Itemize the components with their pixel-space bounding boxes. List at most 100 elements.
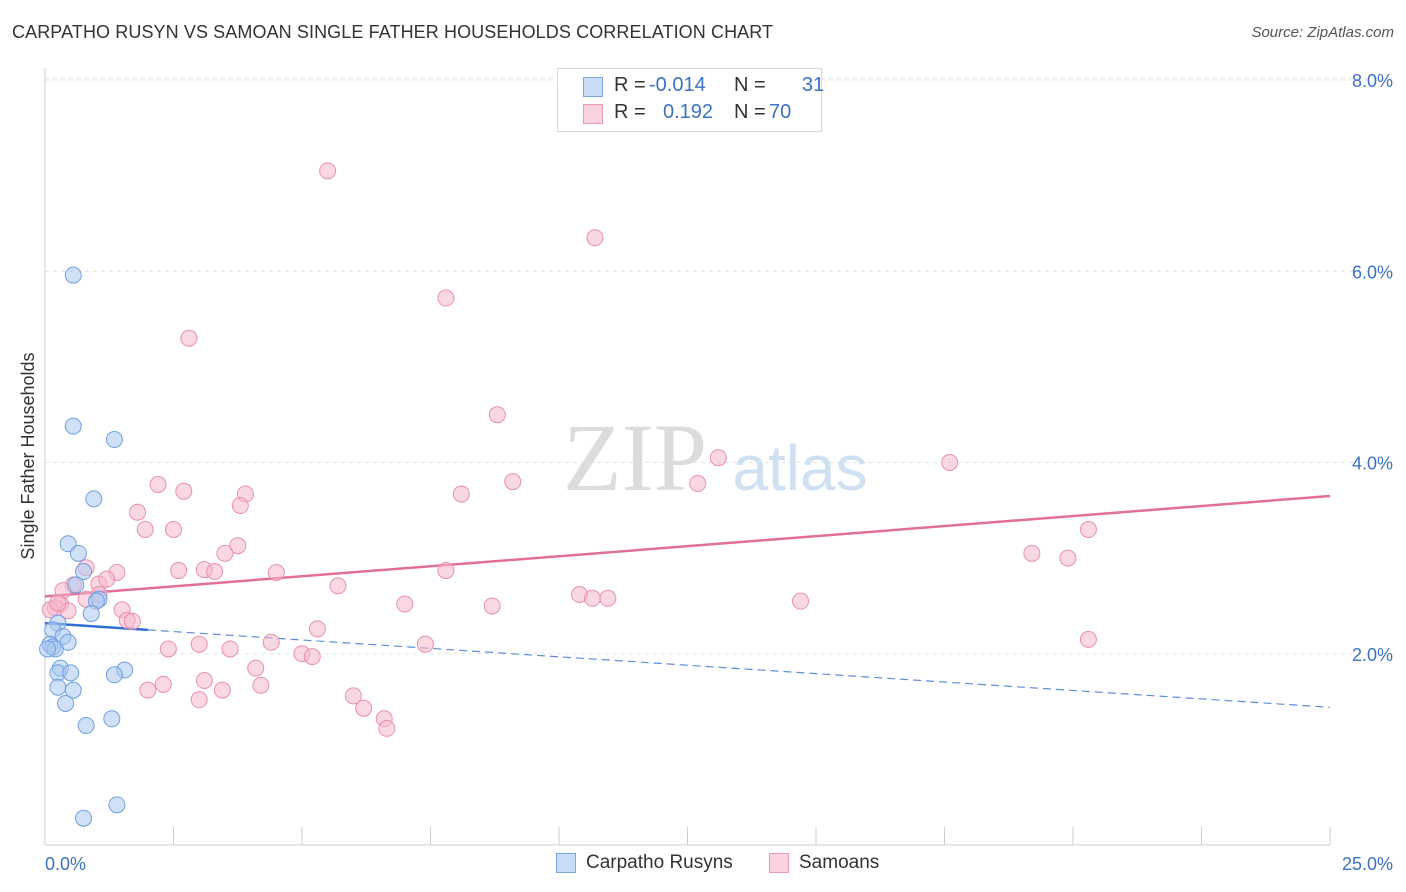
point-carpatho xyxy=(105,666,123,684)
point-samoans xyxy=(231,497,249,515)
watermark: ZIP atlas xyxy=(563,404,868,511)
point-samoans xyxy=(1079,630,1097,648)
point-samoans xyxy=(216,544,234,562)
point-samoans xyxy=(129,503,147,521)
point-samoans xyxy=(396,595,414,613)
y-tick-label: 8.0% xyxy=(1352,71,1393,91)
point-carpatho xyxy=(103,710,121,728)
point-samoans xyxy=(308,620,326,638)
point-carpatho xyxy=(82,605,100,623)
x-tick-label-min: 0.0% xyxy=(45,854,86,874)
axes xyxy=(44,68,1331,846)
legend-swatch-carpatho xyxy=(583,77,603,97)
point-samoans xyxy=(221,640,239,658)
point-samoans xyxy=(267,563,285,581)
point-carpatho xyxy=(108,796,126,814)
point-samoans xyxy=(252,676,270,694)
point-samoans xyxy=(49,594,67,612)
point-samoans xyxy=(586,229,604,247)
point-samoans xyxy=(98,570,116,588)
bottom-legend-label-samoans: Samoans xyxy=(799,852,880,873)
point-carpatho xyxy=(75,809,93,827)
point-carpatho xyxy=(105,431,123,449)
data-points xyxy=(39,162,1097,827)
watermark-atlas: atlas xyxy=(732,432,867,504)
point-samoans xyxy=(262,633,280,651)
point-samoans xyxy=(344,687,362,705)
point-samoans xyxy=(1023,544,1041,562)
point-samoans xyxy=(175,482,193,500)
x-tick-label-max: 25.0% xyxy=(1342,854,1393,874)
point-samoans xyxy=(136,520,154,538)
legend-n-value: 31 xyxy=(802,74,825,96)
trend-line-samoans xyxy=(44,494,1331,598)
legend-n-label: N = xyxy=(734,74,766,96)
point-samoans xyxy=(149,475,167,493)
trend-line-carpatho-dashed xyxy=(147,629,1331,708)
point-samoans xyxy=(437,289,455,307)
legend-n-value: 70 xyxy=(769,101,792,123)
point-samoans xyxy=(159,640,177,658)
point-samoans xyxy=(437,562,455,580)
point-samoans xyxy=(319,162,337,180)
point-samoans xyxy=(247,659,265,677)
point-samoans xyxy=(504,473,522,491)
gridlines xyxy=(45,77,1392,655)
point-samoans xyxy=(452,485,470,503)
bottom-legend-label-carpatho: Carpatho Rusyns xyxy=(586,852,733,873)
y-tick-label: 4.0% xyxy=(1352,454,1393,474)
point-samoans xyxy=(599,589,617,607)
legend-r-value: -0.014 xyxy=(649,74,706,96)
point-samoans xyxy=(190,635,208,653)
point-carpatho xyxy=(49,678,67,696)
point-samoans xyxy=(689,475,707,493)
bottom-legend-swatch-samoans xyxy=(769,853,789,873)
legend-swatch-samoans xyxy=(583,104,603,124)
stats-legend: R = -0.014 N = 31 R = 0.192 N = 70 xyxy=(557,68,825,132)
point-carpatho xyxy=(77,716,95,734)
point-carpatho xyxy=(57,694,75,712)
point-samoans xyxy=(1079,520,1097,538)
chart-title: CARPATHO RUSYN VS SAMOAN SINGLE FATHER H… xyxy=(12,22,774,42)
point-samoans xyxy=(213,681,231,699)
y-tick-label: 6.0% xyxy=(1352,262,1393,282)
point-samoans xyxy=(195,672,213,690)
point-samoans xyxy=(792,592,810,610)
y-axis-label: Single Father Households xyxy=(18,352,38,559)
point-samoans xyxy=(329,577,347,595)
legend-r-label: R = xyxy=(614,101,646,123)
point-samoans xyxy=(139,681,157,699)
point-samoans xyxy=(941,454,959,471)
y-tick-label: 2.0% xyxy=(1352,645,1393,665)
point-samoans xyxy=(355,699,373,717)
point-samoans xyxy=(416,635,434,653)
point-carpatho xyxy=(64,681,82,699)
legend-row-samoans: R = 0.192 N = 70 xyxy=(558,101,821,127)
point-samoans xyxy=(709,449,727,467)
watermark-zip: ZIP xyxy=(563,404,707,511)
point-samoans xyxy=(165,520,182,538)
point-carpatho xyxy=(39,640,57,658)
point-carpatho xyxy=(64,266,82,284)
point-samoans xyxy=(583,589,601,607)
point-samoans xyxy=(229,537,247,555)
point-samoans xyxy=(123,612,141,630)
point-carpatho xyxy=(67,576,85,594)
tick-labels: 2.0% 4.0% 6.0% 8.0% 0.0% 25.0% xyxy=(45,71,1393,874)
point-samoans xyxy=(190,691,208,709)
point-carpatho xyxy=(62,664,80,682)
point-samoans xyxy=(303,648,321,666)
point-carpatho xyxy=(64,417,82,435)
point-samoans xyxy=(378,719,396,737)
point-samoans xyxy=(170,562,188,580)
point-samoans xyxy=(483,597,501,615)
point-carpatho xyxy=(85,490,103,508)
bottom-legend-swatch-carpatho xyxy=(556,853,576,873)
legend-r-label: R = xyxy=(614,74,646,96)
point-samoans xyxy=(206,563,224,581)
point-samoans xyxy=(180,329,198,347)
point-carpatho xyxy=(69,544,87,562)
point-samoans xyxy=(488,406,506,424)
source-note: Source: ZipAtlas.com xyxy=(1251,24,1394,41)
